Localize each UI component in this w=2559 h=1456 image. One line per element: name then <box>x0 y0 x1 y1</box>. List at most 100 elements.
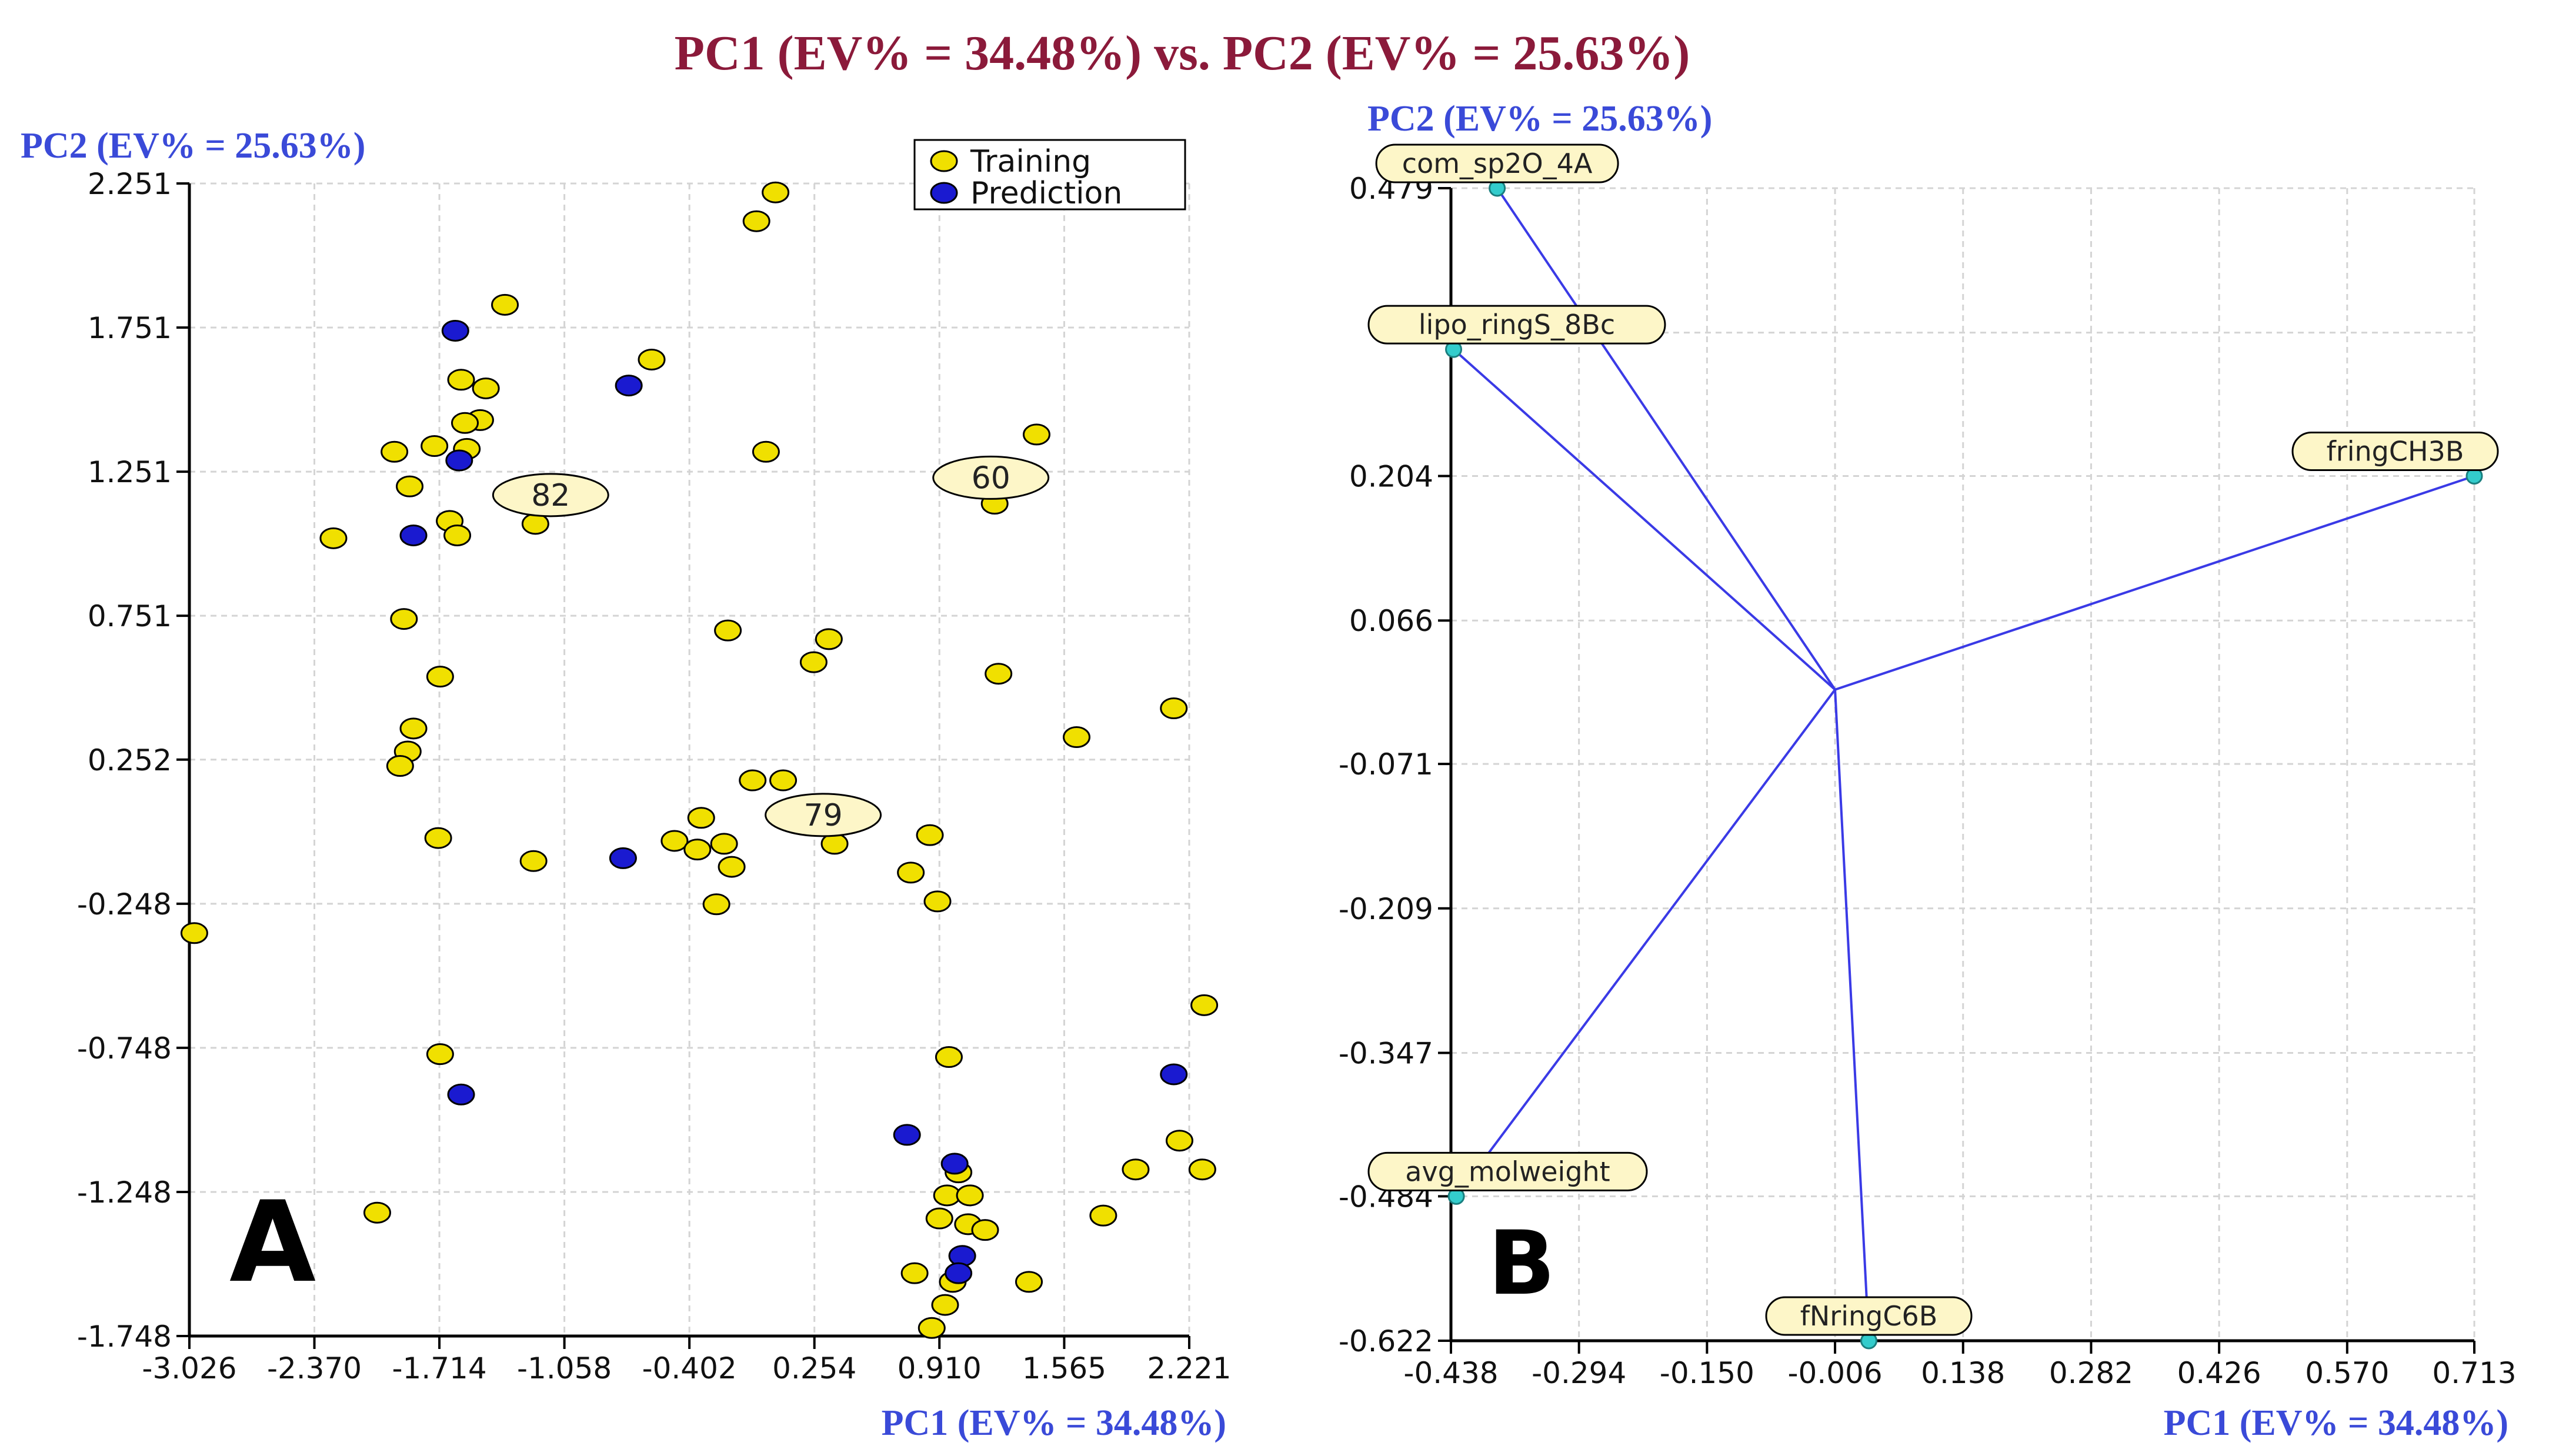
training-point <box>687 807 715 829</box>
panel-a-y-tick-label: 1.751 <box>88 311 172 345</box>
training-point <box>935 1046 963 1068</box>
training-point <box>390 608 418 630</box>
loading-point: lipo_ringS_8Bc <box>1367 305 1666 358</box>
training-point <box>799 651 828 673</box>
training-point <box>931 1294 959 1316</box>
panel-a-y-tick-label: 2.251 <box>88 167 172 201</box>
training-point <box>638 348 666 370</box>
loading-label: lipo_ringS_8Bc <box>1419 309 1615 340</box>
legend-box <box>913 139 1186 211</box>
training-point <box>396 475 424 497</box>
panel-b-y-tick-label: 0.204 <box>1349 460 1433 494</box>
loading-tag <box>1367 1151 1648 1191</box>
training-point <box>472 377 500 399</box>
loading-label: fringCH3B <box>2327 436 2464 467</box>
training-point <box>752 440 780 463</box>
panel-a-annotations: 82 60 79 <box>492 455 1050 837</box>
loading-vector <box>1455 689 1836 1197</box>
training-point <box>985 663 1013 685</box>
panel-b-x-tick-label: 0.426 <box>2177 1356 2261 1390</box>
training-point <box>739 769 767 792</box>
panel-a-x-tick-label: -2.370 <box>267 1351 362 1385</box>
panel-b-y-tick-label: -0.071 <box>1339 747 1433 782</box>
loading-point: fringCH3B <box>2291 432 2499 485</box>
panel-b-loadings: 0.47900.2040.066-0.071-0.209-0.347-0.484… <box>1339 99 2517 1443</box>
panel-a-y-tick-label: -0.748 <box>77 1031 172 1066</box>
panel-b-x-ticks: -0.438 -0.294 -0.150 -0.006 0.138 0.282 0.426 0… <box>1403 1341 2517 1390</box>
panel-a-x-tick-label: -1.714 <box>392 1351 486 1385</box>
training-point <box>381 440 409 463</box>
loading-label: avg_molweight <box>1405 1156 1610 1187</box>
panel-a-legend: Training Prediction <box>913 139 1186 211</box>
annotation-label: 60 <box>972 460 1010 496</box>
panel-b-x-tick-label: 0.570 <box>2305 1356 2389 1390</box>
prediction-point <box>399 524 428 546</box>
prediction-point <box>609 847 637 869</box>
legend-prediction-marker <box>930 182 958 204</box>
panel-b-loading-vectors: com_sp2O_4A lipo_ringS_8Bc fringCH3B avg_mo… <box>1367 143 2499 1350</box>
annotation-label: 79 <box>804 798 843 833</box>
legend-prediction-label: Prediction <box>970 176 1122 211</box>
training-point <box>762 181 790 203</box>
training-point <box>386 755 414 777</box>
training-point <box>956 1184 984 1207</box>
training-point <box>1022 423 1050 446</box>
loading-tag <box>1375 143 1619 183</box>
panel-b-x-tick-label: -0.438 <box>1403 1356 1498 1390</box>
loading-vector <box>1453 348 1836 691</box>
point-annotation: 79 <box>765 793 882 837</box>
training-point <box>443 524 472 546</box>
panel-b-y-tick-label: -0.347 <box>1339 1036 1433 1070</box>
prediction-point <box>615 375 643 397</box>
panel-a-y-ticks: 2.251 1.751 1.251 0.751 0.252 -0.248 -0.748 -1.… <box>77 167 189 1354</box>
loading-point: avg_molweight <box>1367 1151 1648 1205</box>
training-point <box>925 1207 953 1230</box>
training-point <box>769 769 798 792</box>
loading-point: com_sp2O_4A <box>1375 143 1619 197</box>
prediction-point <box>445 449 473 472</box>
training-point <box>742 210 770 232</box>
panel-b-y-tick-label: -0.622 <box>1339 1324 1433 1358</box>
panel-a-y-tick-label: 0.751 <box>88 599 172 633</box>
training-point <box>1160 697 1188 720</box>
panel-b-x-axis-label: PC1 (EV% = 34.48%) <box>2164 1403 2508 1443</box>
loading-tag <box>2291 432 2499 472</box>
point-annotation: 60 <box>932 455 1050 500</box>
panel-a-x-tick-label: 0.910 <box>898 1351 982 1385</box>
panel-a-gridlines <box>188 182 1190 1337</box>
panel-a-x-tick-label: -1.058 <box>517 1351 612 1385</box>
panel-a-x-tick-label: -0.402 <box>642 1351 737 1385</box>
panel-b-y-tick-label: -0.209 <box>1339 892 1433 926</box>
training-point <box>491 293 519 316</box>
training-point <box>451 412 479 434</box>
prediction-point <box>940 1153 969 1175</box>
loading-label: fNringC6B <box>1800 1300 1938 1332</box>
prediction-point <box>441 319 469 342</box>
training-point <box>1122 1158 1150 1181</box>
training-point <box>1063 726 1091 749</box>
panel-a-points <box>180 181 1219 1339</box>
annotation-bubble <box>932 455 1050 500</box>
panel-a-x-ticks: -3.026 -2.370 -1.714 -1.058 -0.402 0.254 0.910… <box>142 1336 1232 1385</box>
training-point <box>519 850 548 872</box>
panel-b-x-tick-label: -0.006 <box>1787 1356 1882 1390</box>
loading-tag <box>1367 305 1666 345</box>
legend-training-marker <box>930 150 958 172</box>
training-point <box>900 1262 929 1284</box>
training-point <box>1165 1130 1193 1152</box>
training-point <box>421 435 449 457</box>
training-point <box>180 922 208 944</box>
prediction-point <box>447 1083 475 1106</box>
loading-tag <box>1765 1296 1973 1336</box>
training-point <box>426 1043 454 1066</box>
panel-a-y-tick-label: -0.248 <box>77 887 172 921</box>
training-point <box>447 369 475 391</box>
panel-a-scatter: 2.251 1.751 1.251 0.751 0.252 -0.248 -0.748 -1.… <box>21 126 1232 1443</box>
training-point <box>710 833 738 855</box>
training-point <box>1015 1271 1043 1293</box>
loading-label: com_sp2O_4A <box>1402 148 1593 179</box>
panel-b-y-axis-label: PC2 (EV% = 25.63%) <box>1367 99 1712 139</box>
panel-a-x-tick-label: 0.254 <box>772 1351 856 1385</box>
panel-a-y-tick-label: 1.251 <box>88 455 172 489</box>
